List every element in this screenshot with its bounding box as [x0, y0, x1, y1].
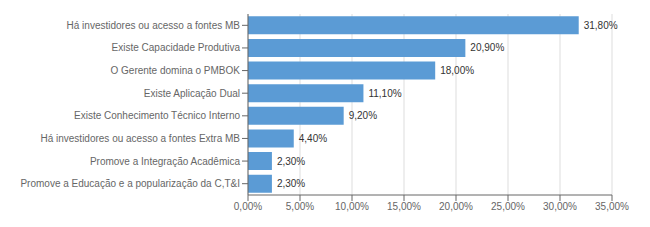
svg-text:2,30%: 2,30% [277, 156, 305, 167]
svg-text:20,90%: 20,90% [470, 42, 504, 53]
svg-text:Promove a Educação e a popular: Promove a Educação e a popularização da … [20, 178, 240, 189]
svg-text:30,00%: 30,00% [543, 201, 577, 212]
svg-text:Há investidores ou acesso a fo: Há investidores ou acesso a fontes Extra… [40, 133, 240, 144]
svg-text:Promove a Integração Acadêmica: Promove a Integração Acadêmica [90, 156, 241, 167]
svg-text:18,00%: 18,00% [440, 65, 474, 76]
svg-text:35,00%: 35,00% [595, 201, 629, 212]
svg-text:0,00%: 0,00% [234, 201, 262, 212]
svg-text:31,80%: 31,80% [584, 20, 618, 31]
svg-text:20,00%: 20,00% [439, 201, 473, 212]
svg-text:10,00%: 10,00% [335, 201, 369, 212]
svg-text:Há investidores ou acesso a fo: Há investidores ou acesso a fontes MB [67, 20, 241, 31]
svg-text:Existe Capacidade Produtiva: Existe Capacidade Produtiva [112, 42, 241, 53]
svg-text:15,00%: 15,00% [387, 201, 421, 212]
svg-text:2,30%: 2,30% [277, 178, 305, 189]
svg-text:5,00%: 5,00% [286, 201, 314, 212]
svg-text:O Gerente domina o PMBOK: O Gerente domina o PMBOK [110, 65, 240, 76]
svg-text:Existe Conhecimento Técnico In: Existe Conhecimento Técnico Interno [74, 110, 240, 121]
svg-text:11,10%: 11,10% [368, 88, 401, 99]
svg-text:4,40%: 4,40% [299, 133, 327, 144]
svg-text:9,20%: 9,20% [349, 110, 377, 121]
svg-text:25,00%: 25,00% [491, 201, 525, 212]
svg-text:Existe Aplicação Dual: Existe Aplicação Dual [144, 88, 240, 99]
